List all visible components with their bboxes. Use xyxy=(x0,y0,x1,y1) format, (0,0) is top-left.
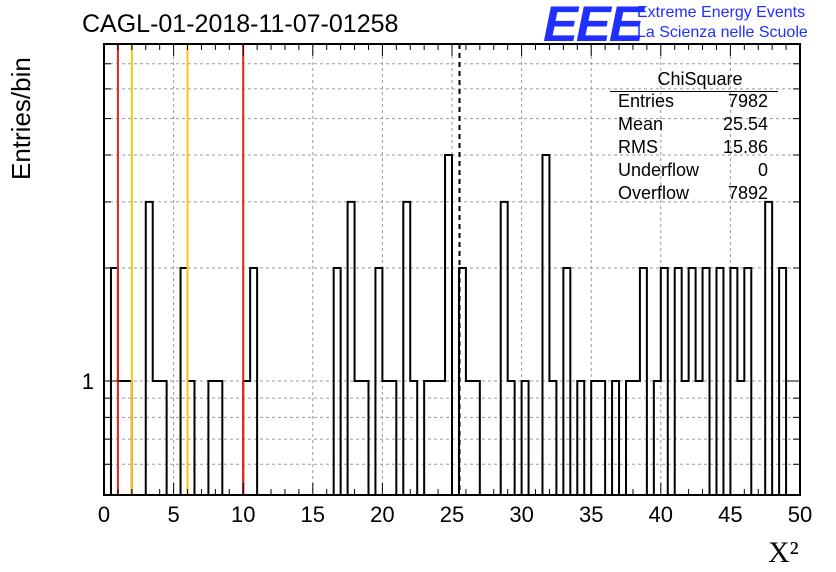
stats-row: Entries 7982 xyxy=(610,90,778,113)
stats-rows: Entries 7982 Mean 25.54 RMS 15.86 Underflow 0 Ov… xyxy=(610,90,778,205)
x-tick-label: 15 xyxy=(301,502,325,527)
y-tick-label: 1 xyxy=(82,369,94,394)
stats-row: Underflow 0 xyxy=(610,159,778,182)
x-tick-label: 0 xyxy=(98,502,110,527)
x-tick-label: 35 xyxy=(579,502,603,527)
stats-row: Overflow 7892 xyxy=(610,182,778,205)
x-tick-label: 50 xyxy=(788,502,812,527)
x-tick-label: 25 xyxy=(440,502,464,527)
x-tick-label: 20 xyxy=(370,502,394,527)
stats-title: ChiSquare xyxy=(657,69,743,89)
x-tick-label: 30 xyxy=(509,502,533,527)
stats-box: ChiSquare Entries 7982 Mean 25.54 RMS 15.86 Un… xyxy=(610,68,778,205)
logo-caption-line1: Extreme Energy Events xyxy=(637,4,806,21)
stats-label: Entries xyxy=(618,91,675,111)
stats-label: Mean xyxy=(618,114,664,134)
logo-caption-line2: La Scienza nelle Scuole xyxy=(637,24,808,41)
stats-value: 7982 xyxy=(727,91,768,111)
x-axis-label: X² xyxy=(768,536,799,569)
x-tick-label: 5 xyxy=(167,502,179,527)
histogram-outline xyxy=(104,154,800,496)
stats-label: Underflow xyxy=(618,160,700,180)
stats-row: RMS 15.86 xyxy=(610,136,778,159)
logo-caption: Extreme Energy Events La Scienza nelle S… xyxy=(637,3,808,43)
x-tick-label: 40 xyxy=(649,502,673,527)
plot-title: CAGL-01-2018-11-07-01258 xyxy=(82,10,399,38)
stats-value: 25.54 xyxy=(722,114,768,134)
stats-value: 15.86 xyxy=(722,137,768,157)
y-axis-label: Entries/bin xyxy=(6,57,36,180)
stats-title-underline xyxy=(610,91,778,92)
eee-logo: EEE xyxy=(543,0,644,52)
x-tick-label: 10 xyxy=(231,502,255,527)
stats-label: RMS xyxy=(618,137,658,157)
x-tick-label: 45 xyxy=(718,502,742,527)
stats-row: Mean 25.54 xyxy=(610,113,778,136)
stats-value: 0 xyxy=(757,160,768,180)
stats-value: 7892 xyxy=(727,183,768,203)
stats-label: Overflow xyxy=(618,183,690,203)
